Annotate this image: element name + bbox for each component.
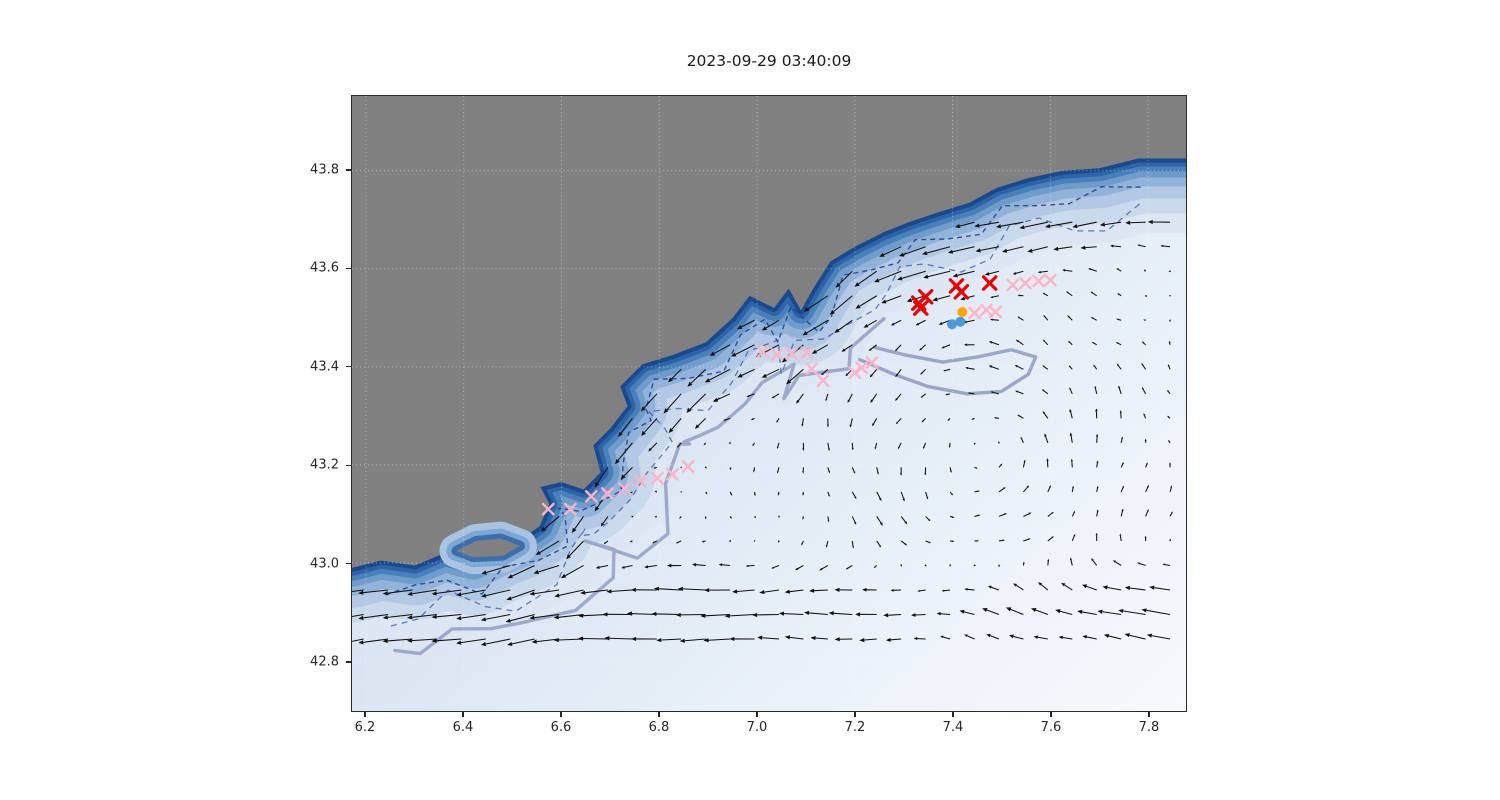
x-tick-label: 7.6: [1040, 720, 1062, 735]
isobath-contour: [390, 201, 1143, 627]
y-tick-mark: [346, 661, 351, 663]
y-tick-label: 43.8: [310, 162, 339, 178]
x-tick-label: 7.2: [844, 720, 866, 735]
island: [456, 538, 520, 558]
y-tick-label: 43.4: [310, 359, 339, 375]
y-tick-label: 43.6: [310, 260, 339, 276]
x-tick-mark: [1050, 712, 1052, 717]
y-tick-mark: [346, 464, 351, 466]
x-tick-mark: [364, 712, 366, 717]
slope-contour: [393, 316, 886, 656]
y-tick-label: 43.2: [310, 457, 339, 473]
x-tick-label: 6.4: [452, 720, 474, 735]
y-tick-mark: [346, 169, 351, 171]
y-tick-label: 43.0: [310, 556, 339, 572]
isobath-contour: [385, 186, 1142, 596]
series-blue-dots: [947, 316, 966, 330]
x-tick-mark: [952, 712, 954, 717]
x-tick-label: 7.8: [1138, 720, 1160, 735]
series-red-x-stations: [911, 275, 998, 316]
x-tick-label: 6.2: [354, 720, 376, 735]
y-tick-mark: [346, 562, 351, 565]
y-tick-mark: [346, 366, 351, 368]
map-plot-canvas: [351, 95, 1187, 712]
x-tick-mark: [1148, 712, 1150, 717]
series-orange-dot: [957, 306, 968, 317]
x-tick-mark: [560, 712, 562, 717]
x-tick-label: 7.4: [942, 720, 964, 735]
x-tick-label: 7.0: [746, 720, 768, 735]
current-quiver: [352, 219, 1173, 647]
land-mass: [352, 96, 1186, 568]
series-pink-x-stations: [541, 273, 1057, 516]
y-tick-mark: [346, 267, 351, 269]
x-tick-label: 6.6: [550, 720, 572, 735]
x-tick-label: 6.8: [648, 720, 670, 735]
slope-contour-loop: [857, 345, 1038, 396]
x-tick-mark: [658, 712, 660, 717]
x-tick-mark: [756, 712, 758, 717]
plot-title: 2023-09-29 03:40:09: [686, 52, 852, 70]
x-tick-mark: [462, 712, 464, 717]
x-tick-mark: [854, 712, 856, 717]
y-tick-label: 42.8: [310, 654, 339, 670]
